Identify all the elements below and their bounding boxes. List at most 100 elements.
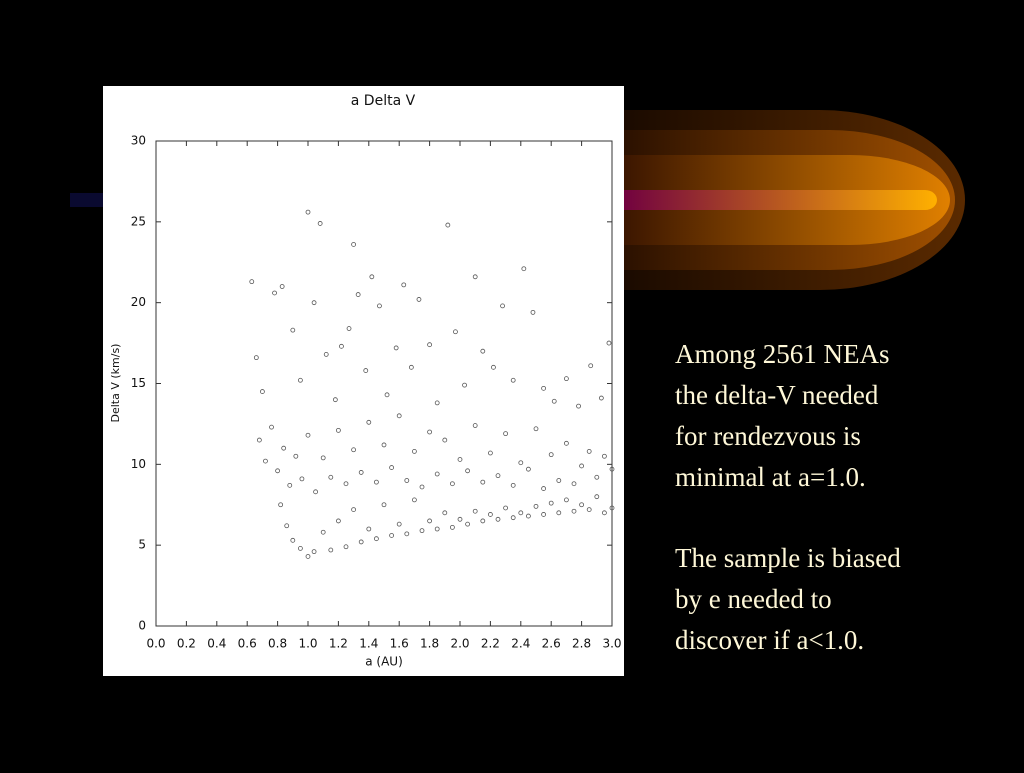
point <box>588 363 594 369</box>
point <box>343 481 349 487</box>
x-tick-label: 2.8 <box>572 637 591 651</box>
point <box>281 445 287 451</box>
point <box>609 466 615 472</box>
point <box>320 529 326 535</box>
point <box>503 505 509 511</box>
point <box>510 482 516 488</box>
point <box>401 282 407 288</box>
point <box>472 508 478 514</box>
point <box>427 518 433 524</box>
point <box>396 521 402 527</box>
point <box>293 453 299 459</box>
point <box>335 427 341 433</box>
point <box>339 343 344 349</box>
point <box>594 474 600 480</box>
point <box>503 431 509 437</box>
y-tick-label: 25 <box>131 214 146 228</box>
point <box>518 510 524 516</box>
point <box>287 482 293 488</box>
point <box>526 513 531 519</box>
point <box>427 342 433 348</box>
point <box>434 526 440 532</box>
x-tick-label: 3.0 <box>602 637 621 651</box>
point <box>419 484 425 490</box>
point <box>393 345 399 351</box>
point <box>381 502 387 508</box>
comet-decoration <box>70 110 965 290</box>
point <box>606 340 612 346</box>
chart-panel <box>103 86 624 676</box>
point <box>462 382 467 388</box>
x-tick-label: 2.0 <box>450 637 469 651</box>
point <box>491 364 496 370</box>
point <box>320 455 326 461</box>
point <box>358 539 364 545</box>
point <box>411 497 417 503</box>
point <box>434 471 440 477</box>
point <box>328 547 334 553</box>
point <box>434 400 440 406</box>
point <box>586 448 592 454</box>
point <box>323 351 329 357</box>
point <box>487 450 493 456</box>
point <box>253 355 259 361</box>
point <box>510 377 516 383</box>
slide-text-line: minimal at a=1.0. <box>675 462 866 492</box>
point <box>416 297 422 302</box>
point <box>602 510 607 516</box>
point <box>526 466 531 472</box>
point <box>351 507 357 513</box>
point <box>381 442 387 448</box>
point <box>328 474 334 480</box>
y-tick-label: 20 <box>131 295 146 309</box>
slide-text-line: by e needed to <box>675 584 832 614</box>
point <box>465 468 471 474</box>
point <box>343 544 349 550</box>
point <box>442 510 448 516</box>
point <box>290 537 296 543</box>
y-tick-label: 15 <box>131 376 146 390</box>
point <box>389 465 395 470</box>
point <box>272 290 277 296</box>
point <box>297 546 303 551</box>
x-tick-label: 1.0 <box>298 637 317 651</box>
point <box>510 515 516 521</box>
point <box>373 479 379 485</box>
point <box>541 486 546 491</box>
x-tick-label: 1.4 <box>359 637 378 651</box>
point <box>609 505 615 511</box>
point <box>495 516 501 522</box>
point <box>548 452 554 458</box>
point <box>495 473 501 479</box>
point <box>576 403 581 409</box>
x-tick-label: 1.6 <box>390 637 409 651</box>
slide-text: Among 2561 NEAs the delta-V needed for ren… <box>675 339 901 655</box>
x-tick-label: 0.8 <box>268 637 287 651</box>
x-tick-label: 0.0 <box>146 637 165 651</box>
point <box>346 326 352 331</box>
point <box>351 447 357 453</box>
slide-text-line: discover if a<1.0. <box>675 625 864 655</box>
point <box>389 533 395 538</box>
point <box>500 303 505 309</box>
point <box>551 398 557 404</box>
point <box>332 397 338 403</box>
point <box>366 526 372 532</box>
slide-text-line: Among 2561 NEAs <box>675 339 890 369</box>
point <box>366 419 372 425</box>
point <box>453 329 458 335</box>
point <box>358 470 364 475</box>
x-tick-label: 0.6 <box>238 637 257 651</box>
point <box>278 502 284 508</box>
point <box>384 392 390 398</box>
point <box>449 524 455 530</box>
point <box>317 221 323 226</box>
x-tick-label: 2.2 <box>481 637 500 651</box>
point <box>457 516 463 522</box>
point <box>518 460 524 466</box>
point <box>530 309 536 315</box>
point <box>579 463 584 469</box>
point <box>556 478 562 483</box>
point <box>598 395 604 401</box>
